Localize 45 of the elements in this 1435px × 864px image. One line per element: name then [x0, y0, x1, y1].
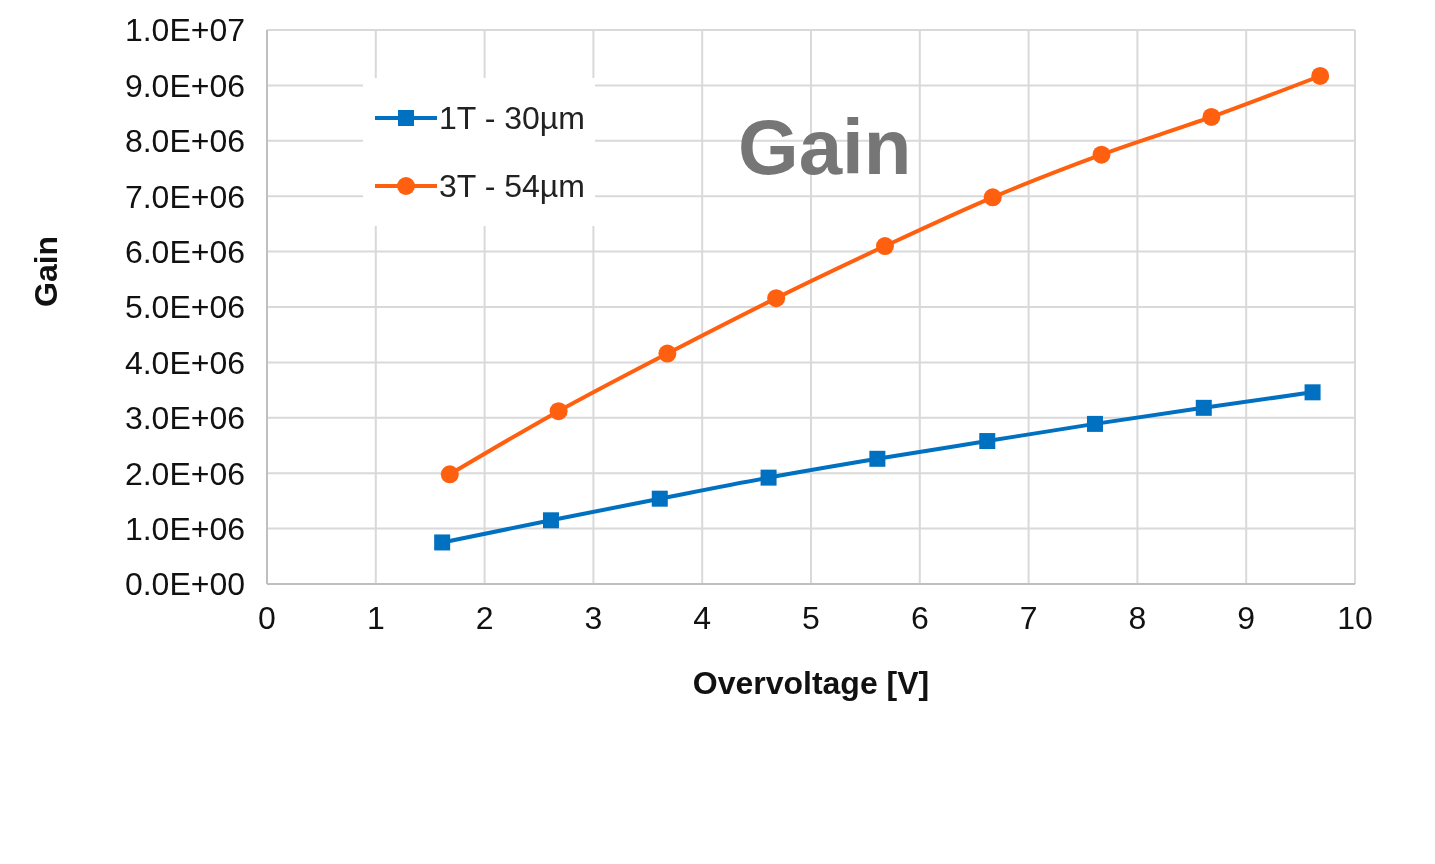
x-tick-label: 10 [1337, 599, 1373, 636]
y-axis-title: Gain [28, 235, 65, 307]
x-tick-label: 6 [910, 599, 929, 636]
x-tick-label: 8 [1128, 599, 1147, 636]
point [434, 534, 451, 551]
y-tick-label: 7.0E+06 [124, 178, 245, 215]
x-tick-label: 0 [258, 599, 276, 636]
x-axis-title: Overvoltage [V] [692, 665, 930, 701]
x-tick-label: 5 [802, 599, 820, 636]
point [875, 237, 894, 256]
y-tick-label: 1.0E+06 [124, 510, 245, 547]
x-tick-label: 3 [584, 599, 603, 636]
point [1311, 66, 1330, 85]
point [542, 512, 559, 529]
y-tick-label: 9.0E+06 [124, 67, 245, 104]
point [760, 469, 777, 486]
y-tick-label: 8.0E+06 [124, 123, 245, 160]
x-tick-label: 9 [1237, 599, 1256, 636]
y-tick-label: 5.0E+06 [124, 289, 245, 326]
point [767, 289, 786, 308]
point [1092, 145, 1111, 164]
point [983, 188, 1002, 207]
x-tick-label: 2 [475, 599, 494, 636]
x-tick-label: 4 [693, 599, 712, 636]
point [1195, 399, 1212, 416]
point [1304, 384, 1321, 401]
text: Gain [738, 103, 912, 191]
y-tick-label: 3.0E+06 [124, 400, 245, 437]
y-tick-label: 0.0E+00 [124, 566, 245, 603]
y-tick-label: 2.0E+06 [124, 455, 245, 492]
y-tick-label: 1.0E+07 [124, 12, 245, 49]
point [440, 465, 459, 484]
point [658, 344, 677, 363]
y-tick-label: 6.0E+06 [124, 233, 245, 270]
y-tick-label: 4.0E+06 [124, 344, 245, 381]
point [651, 490, 668, 507]
legend-label: 3T - 54µm [439, 167, 585, 205]
point [1086, 415, 1103, 432]
x-tick-label: 7 [1019, 599, 1038, 636]
point [549, 402, 568, 421]
legend-label: 1T - 30µm [439, 99, 585, 137]
point [869, 450, 886, 467]
point [979, 433, 996, 450]
x-tick-label: 1 [366, 599, 385, 636]
point [1202, 107, 1221, 126]
